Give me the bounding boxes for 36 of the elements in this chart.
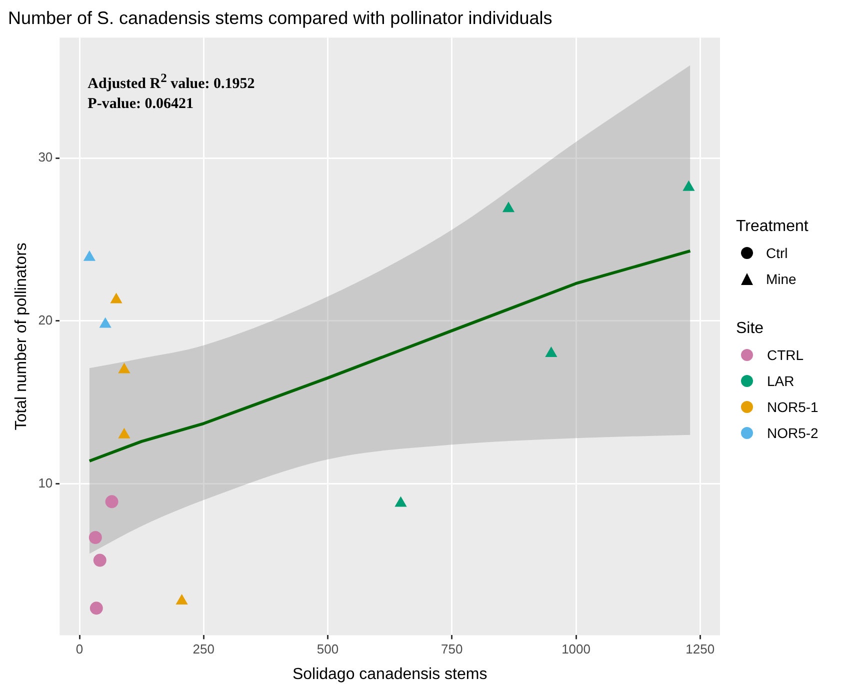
point xyxy=(683,180,694,191)
point xyxy=(395,496,406,507)
point xyxy=(545,347,557,357)
point xyxy=(100,318,112,328)
point xyxy=(93,554,106,567)
point xyxy=(176,594,188,605)
point xyxy=(88,531,102,544)
y-tick-label: 10 xyxy=(38,475,53,490)
x-tick-label: 500 xyxy=(316,642,339,657)
legend-label: CTRL xyxy=(767,347,804,363)
point xyxy=(502,202,514,212)
text: Ctrl xyxy=(766,245,788,261)
annotation: P-value: 0.06421 xyxy=(88,94,194,114)
x-tick-label: 250 xyxy=(192,642,214,657)
legend-title: Site xyxy=(736,320,765,338)
point xyxy=(105,495,118,508)
x-tick-label: 1250 xyxy=(686,642,715,657)
legend-label: NOR5-2 xyxy=(767,425,818,441)
point xyxy=(118,428,130,438)
x-tick-label: 0 xyxy=(76,642,84,657)
legend-label: LAR xyxy=(767,373,794,389)
y-tick-label: 30 xyxy=(38,150,53,165)
y-tick-label: 20 xyxy=(38,312,53,328)
text: Mine xyxy=(766,271,796,287)
text: Treatment xyxy=(736,218,810,236)
annotation: Adjusted R$^{2}$ value: 0.1952 xyxy=(88,70,255,94)
point xyxy=(84,250,96,261)
legend-label: NOR5-1 xyxy=(767,399,818,415)
y-axis-title: Total number of pollinators xyxy=(13,242,30,430)
point xyxy=(118,363,130,374)
point xyxy=(110,293,122,304)
x-tick-label: 1000 xyxy=(562,642,590,657)
chart-title: Number of S. canadensis stems compared with pollinator individuals xyxy=(8,8,552,28)
x-tick-label: 750 xyxy=(441,642,463,657)
x-axis-title: Solidago canadensis stems xyxy=(292,666,488,683)
point xyxy=(90,602,103,615)
